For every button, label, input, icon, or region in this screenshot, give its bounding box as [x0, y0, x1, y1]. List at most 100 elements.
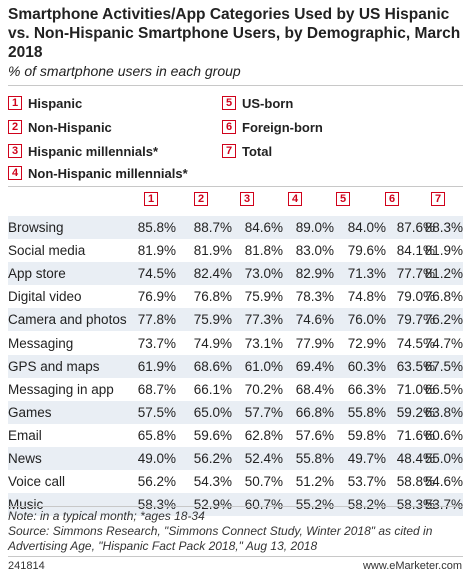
- table-cell: 88.3%: [424, 220, 463, 235]
- table-cell: 73.0%: [244, 266, 283, 282]
- table-cell: 56.2%: [137, 474, 176, 490]
- notes: Note: in a typical month; *ages 18-34 So…: [8, 509, 463, 554]
- table-cell: 76.0%: [347, 312, 386, 328]
- table-cell: 84.1%: [396, 243, 435, 259]
- table-cell: 81.2%: [424, 266, 463, 282]
- table-cell: 83.0%: [295, 243, 334, 259]
- table-cell: 63.8%: [424, 404, 463, 420]
- table-cell: 74.7%: [424, 335, 463, 351]
- table-cell: 82.4%: [193, 266, 232, 282]
- table-cell: 65.0%: [193, 404, 232, 420]
- table-cell: 82.9%: [295, 266, 334, 282]
- table-row: Music 58.3% 52.9% 60.7% 55.2% 58.2% 58.3% 53.7%: [8, 493, 463, 517]
- note-text: Note: in a typical month; *ages 18-34: [8, 509, 205, 523]
- table-cell: 88.7%: [193, 220, 232, 235]
- table-cell: 51.2%: [295, 474, 334, 490]
- table-cell: 75.9%: [244, 289, 283, 305]
- column-header: 4: [288, 192, 302, 206]
- table-cell: 79.7%: [396, 312, 435, 328]
- table-cell: 87.6%: [396, 220, 435, 235]
- row-category: Music: [8, 497, 44, 513]
- table-cell: 50.7%: [244, 474, 283, 490]
- table-cell: 77.9%: [295, 335, 334, 351]
- table-cell: 76.2%: [424, 312, 463, 328]
- table-row: Email 65.8% 59.6% 62.8% 57.6% 59.8% 71.6% 60.6%: [8, 424, 463, 447]
- table-row: Games 57.5% 65.0% 57.7% 66.8% 55.8% 59.2% 63.8%: [8, 400, 463, 424]
- table-cell: 48.4%: [396, 451, 435, 466]
- table-row: Messaging in app 68.7% 66.1% 70.2% 68.4% 66.3…: [8, 378, 463, 401]
- legend-label: Foreign-born: [242, 120, 323, 135]
- table-cell: 68.4%: [295, 381, 334, 397]
- column-header: 5: [336, 192, 350, 206]
- table-cell: 60.7%: [244, 497, 283, 513]
- table-cell: 72.9%: [347, 335, 386, 351]
- table-cell: 54.3%: [193, 474, 232, 490]
- table-cell: 74.8%: [347, 289, 386, 305]
- table-cell: 68.6%: [193, 358, 232, 374]
- table-cell: 71.0%: [396, 381, 435, 397]
- divider: [8, 186, 463, 187]
- chart-title: Smartphone Activities/App Categories Use…: [8, 6, 461, 61]
- column-header: 3: [240, 192, 254, 206]
- table-cell: 77.7%: [396, 266, 435, 282]
- table-cell: 73.7%: [137, 335, 176, 351]
- table-cell: 76.8%: [193, 289, 232, 305]
- chart-id: 241814: [8, 560, 45, 572]
- table-cell: 81.9%: [424, 243, 463, 259]
- legend-key: 3: [8, 144, 22, 158]
- table-cell: 59.8%: [347, 427, 386, 443]
- table-cell: 79.0%: [396, 289, 435, 305]
- table-cell: 49.0%: [137, 451, 176, 466]
- row-category: Browsing: [8, 220, 64, 235]
- legend-key: 5: [222, 96, 236, 110]
- divider: [8, 506, 463, 507]
- table-cell: 78.3%: [295, 289, 334, 305]
- table-cell: 58.3%: [396, 497, 435, 513]
- table-cell: 57.7%: [244, 404, 283, 420]
- table-cell: 55.8%: [295, 451, 334, 466]
- table-row: App store 74.5% 82.4% 73.0% 82.9% 71.3% 77.7% 8…: [8, 262, 463, 286]
- table-row: GPS and maps 61.9% 68.6% 61.0% 69.4% 60.3% 63.…: [8, 354, 463, 378]
- table-cell: 53.7%: [424, 497, 463, 513]
- legend-label: Total: [242, 144, 273, 159]
- table-cell: 66.1%: [193, 381, 232, 397]
- table-row: Digital video 76.9% 76.8% 75.9% 78.3% 74.8% 79…: [8, 285, 463, 308]
- brand-link[interactable]: www.eMarketer.com: [362, 560, 462, 572]
- table-row: Social media 81.9% 81.9% 81.8% 83.0% 79.6% 84.…: [8, 239, 463, 262]
- table-cell: 69.4%: [295, 358, 334, 374]
- row-category: Digital video: [8, 289, 82, 305]
- table-cell: 81.9%: [193, 243, 232, 259]
- column-header: 1: [144, 192, 158, 206]
- table-cell: 66.8%: [295, 404, 334, 420]
- table-cell: 60.3%: [347, 358, 386, 374]
- table-cell: 55.2%: [295, 497, 334, 513]
- table-cell: 59.6%: [193, 427, 232, 443]
- table-cell: 66.3%: [347, 381, 386, 397]
- row-category: Email: [8, 427, 42, 443]
- legend-label: US-born: [242, 96, 294, 111]
- table-cell: 65.8%: [137, 427, 176, 443]
- row-category: Messaging in app: [8, 381, 114, 397]
- row-category: Voice call: [8, 474, 66, 490]
- column-header: 6: [385, 192, 399, 206]
- table-cell: 57.6%: [295, 427, 334, 443]
- table-cell: 66.5%: [424, 381, 463, 397]
- legend-key: 2: [8, 120, 22, 134]
- table-cell: 63.5%: [396, 358, 435, 374]
- divider: [8, 85, 463, 86]
- table-cell: 74.5%: [396, 335, 435, 351]
- table-cell: 77.8%: [137, 312, 176, 328]
- table-cell: 81.8%: [244, 243, 283, 259]
- table-cell: 68.7%: [137, 381, 176, 397]
- table-row: Voice call 56.2% 54.3% 50.7% 51.2% 53.7% 58.8%…: [8, 470, 463, 493]
- column-header: 2: [194, 192, 208, 206]
- table-cell: 54.6%: [424, 474, 463, 490]
- table-cell: 79.6%: [347, 243, 386, 259]
- divider: [8, 556, 463, 557]
- row-category: GPS and maps: [8, 358, 100, 374]
- table-cell: 84.0%: [347, 220, 386, 235]
- table-cell: 67.5%: [424, 358, 463, 374]
- table-cell: 76.8%: [424, 289, 463, 305]
- table-cell: 62.8%: [244, 427, 283, 443]
- chart-subtitle: % of smartphone users in each group: [8, 63, 241, 79]
